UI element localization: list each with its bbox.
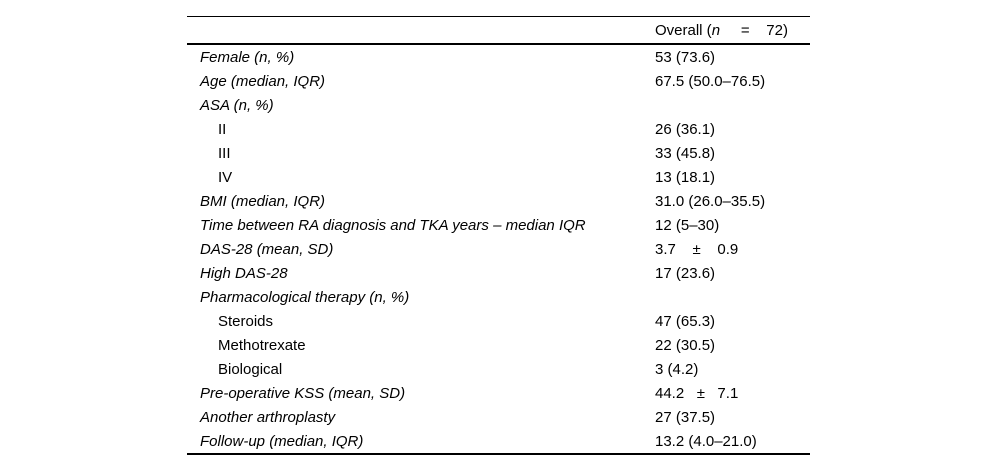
header-overall-prefix: Overall ( (655, 21, 712, 39)
row-label: Biological (218, 360, 283, 378)
row-value: 26 (36.1) (655, 120, 716, 138)
row-label: Time between RA diagnosis and TKA years … (200, 216, 586, 234)
row-label: Steroids (218, 312, 274, 330)
row-value: 3.7 ± 0.9 (655, 240, 739, 258)
row-value: 67.5 (50.0–76.5) (655, 72, 766, 90)
table-row: Pharmacological therapy (n, %) (187, 285, 810, 309)
row-value: 33 (45.8) (655, 144, 716, 162)
row-value: 13.2 (4.0–21.0) (655, 432, 757, 450)
table-row: DAS-28 (mean, SD) 3.7 ± 0.9 (187, 237, 810, 261)
row-label: Another arthroplasty (200, 408, 336, 426)
table-row: III 33 (45.8) (187, 141, 810, 165)
patient-characteristics-table: Overall (n = 72) Female (n, %) 53 (73.6) A… (187, 16, 810, 455)
table-row: Pre-operative KSS (mean, SD) 44.2 ± 7.1 (187, 381, 810, 405)
column-header-overall: Overall (n = 72) (655, 22, 788, 39)
row-label: III (218, 144, 231, 162)
row-label: High DAS-28 (200, 264, 288, 282)
row-value: 12 (5–30) (655, 216, 720, 234)
row-label: IV (218, 168, 233, 186)
row-label: II (218, 120, 227, 138)
table-row: Female (n, %) 53 (73.6) (187, 45, 810, 69)
row-value: 53 (73.6) (655, 48, 716, 66)
table-row: II 26 (36.1) (187, 117, 810, 141)
row-label: BMI (median, IQR) (200, 192, 326, 210)
table-row: Biological 3 (4.2) (187, 357, 810, 381)
table-row: Another arthroplasty 27 (37.5) (187, 405, 810, 429)
table-row: BMI (median, IQR) 31.0 (26.0–35.5) (187, 189, 810, 213)
row-label: Pharmacological therapy (n, %) (200, 288, 410, 306)
header-overall-suffix: = 72) (720, 21, 788, 39)
table-row: Age (median, IQR) 67.5 (50.0–76.5) (187, 69, 810, 93)
row-value: 47 (65.3) (655, 312, 716, 330)
table-body: Female (n, %) 53 (73.6) Age (median, IQR) 6… (187, 45, 810, 455)
row-label: Methotrexate (218, 336, 306, 354)
row-value: 22 (30.5) (655, 336, 716, 354)
row-value: 3 (4.2) (655, 360, 699, 378)
table-row: Time between RA diagnosis and TKA years … (187, 213, 810, 237)
table-header-row: Overall (n = 72) (187, 16, 810, 45)
header-n-symbol: n (711, 21, 721, 39)
row-label: Pre-operative KSS (mean, SD) (200, 384, 406, 402)
row-label: ASA (n, %) (200, 96, 274, 114)
row-label: DAS-28 (mean, SD) (200, 240, 334, 258)
row-label: Age (median, IQR) (200, 72, 326, 90)
row-value: 13 (18.1) (655, 168, 716, 186)
row-label: Female (n, %) (200, 48, 295, 66)
row-label: Follow-up (median, IQR) (200, 432, 364, 450)
table-row: ASA (n, %) (187, 93, 810, 117)
row-value: 27 (37.5) (655, 408, 716, 426)
table-row: Methotrexate 22 (30.5) (187, 333, 810, 357)
table-row: Steroids 47 (65.3) (187, 309, 810, 333)
row-value: 31.0 (26.0–35.5) (655, 192, 766, 210)
row-value: 17 (23.6) (655, 264, 716, 282)
table-row: Follow-up (median, IQR) 13.2 (4.0–21.0) (187, 429, 810, 453)
table-row: IV 13 (18.1) (187, 165, 810, 189)
table-row: High DAS-28 17 (23.6) (187, 261, 810, 285)
row-value: 44.2 ± 7.1 (655, 384, 739, 402)
